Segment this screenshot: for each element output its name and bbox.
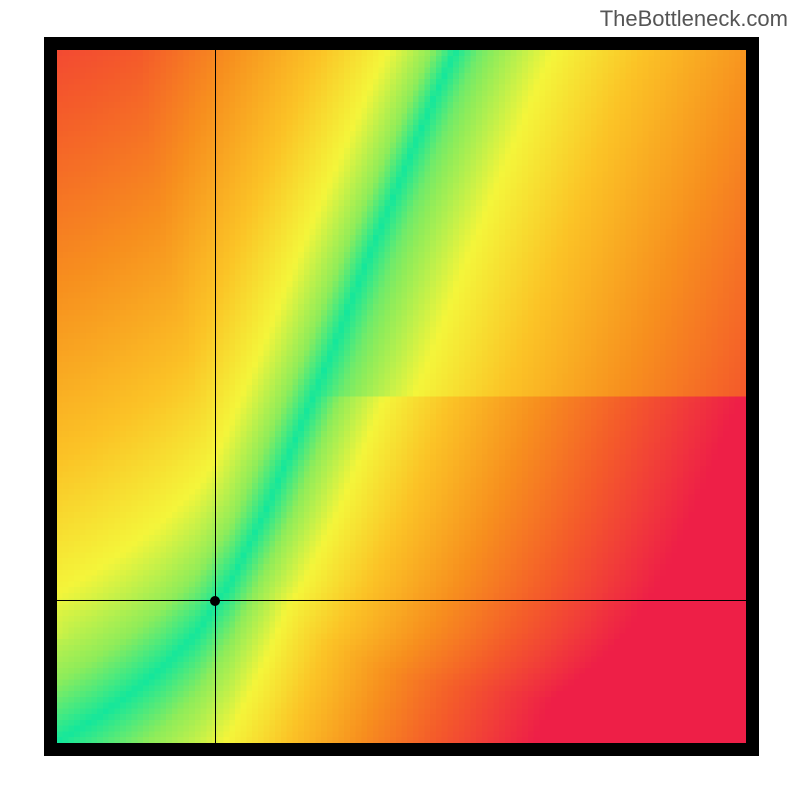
selected-point-dot — [210, 596, 220, 606]
crosshair-horizontal — [57, 600, 746, 601]
plot-border-right — [746, 37, 759, 756]
watermark-text: TheBottleneck.com — [600, 6, 788, 32]
heatmap-canvas — [57, 50, 746, 743]
plot-border-left — [44, 37, 57, 756]
heatmap-plot — [57, 50, 746, 743]
plot-border-top — [44, 37, 759, 50]
crosshair-vertical — [215, 50, 216, 743]
plot-border-bottom — [44, 743, 759, 756]
